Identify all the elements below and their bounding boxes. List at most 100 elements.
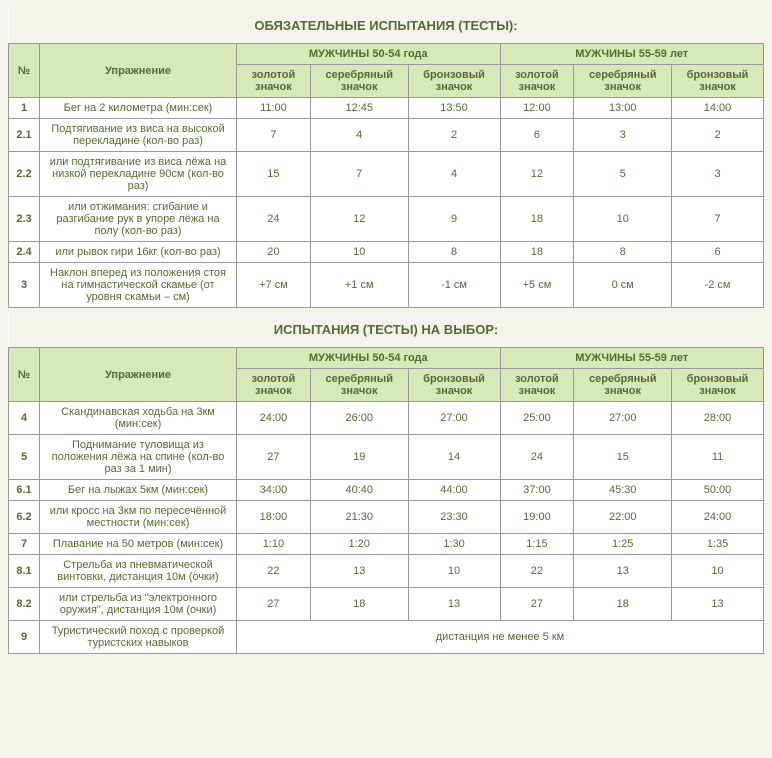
cell-value: 18:00 bbox=[237, 501, 311, 534]
cell-num: 5 bbox=[9, 435, 40, 480]
table-row: 2.4или рывок гири 16кг (кол-во раз)20108… bbox=[9, 242, 764, 263]
cell-value: 6 bbox=[500, 119, 574, 152]
cell-value: 13 bbox=[672, 588, 764, 621]
cell-num: 7 bbox=[9, 534, 40, 555]
col-group-50-54: МУЖЧИНЫ 50-54 года bbox=[237, 348, 501, 369]
col-gold-1: золотой значок bbox=[237, 65, 311, 98]
table-row: 3Наклон вперед из положения стоя на гимн… bbox=[9, 263, 764, 308]
cell-value: 6 bbox=[672, 242, 764, 263]
cell-value: 24:00 bbox=[672, 501, 764, 534]
cell-num: 6.2 bbox=[9, 501, 40, 534]
cell-value: 40:40 bbox=[310, 480, 408, 501]
cell-value: 13 bbox=[310, 555, 408, 588]
cell-value: 13:00 bbox=[574, 98, 672, 119]
cell-value: 7 bbox=[310, 152, 408, 197]
cell-value: 22 bbox=[500, 555, 574, 588]
cell-value: 37:00 bbox=[500, 480, 574, 501]
cell-value: 27 bbox=[237, 588, 311, 621]
cell-value: 28:00 bbox=[672, 402, 764, 435]
cell-num: 2.4 bbox=[9, 242, 40, 263]
cell-num: 3 bbox=[9, 263, 40, 308]
cell-value: 20 bbox=[237, 242, 311, 263]
cell-exercise: Поднимание туловища из положения лёжа на… bbox=[40, 435, 237, 480]
col-num: № bbox=[9, 348, 40, 402]
table-row: 2.1Подтягивание из виса на высокой перек… bbox=[9, 119, 764, 152]
cell-value: 7 bbox=[672, 197, 764, 242]
cell-num: 9 bbox=[9, 621, 40, 654]
cell-value: 27 bbox=[500, 588, 574, 621]
table-row: 2.2или подтягивание из виса лёжа на низк… bbox=[9, 152, 764, 197]
col-num: № bbox=[9, 44, 40, 98]
cell-value: 10 bbox=[574, 197, 672, 242]
cell-value: 19 bbox=[310, 435, 408, 480]
cell-value: 27:00 bbox=[408, 402, 500, 435]
cell-value: 8 bbox=[574, 242, 672, 263]
cell-value: 0 см bbox=[574, 263, 672, 308]
cell-exercise: или отжимания: сгибание и разгибание рук… bbox=[40, 197, 237, 242]
col-bronze-1: бронзовый значок bbox=[408, 65, 500, 98]
col-bronze-2: бронзовый значок bbox=[672, 369, 764, 402]
cell-value: 3 bbox=[574, 119, 672, 152]
cell-num: 6.1 bbox=[9, 480, 40, 501]
cell-value: -2 см bbox=[672, 263, 764, 308]
cell-value: 3 bbox=[672, 152, 764, 197]
col-silver-1: серебряный значок bbox=[310, 369, 408, 402]
cell-exercise: или подтягивание из виса лёжа на низкой … bbox=[40, 152, 237, 197]
cell-value: 10 bbox=[408, 555, 500, 588]
cell-value: 22 bbox=[237, 555, 311, 588]
cell-value: 24:00 bbox=[237, 402, 311, 435]
col-exercise: Упражнение bbox=[40, 348, 237, 402]
table-row: 4Скандинавская ходьба на 3км (мин:сек)24… bbox=[9, 402, 764, 435]
cell-num: 4 bbox=[9, 402, 40, 435]
cell-value: 12 bbox=[500, 152, 574, 197]
cell-merged: дистанция не менее 5 км bbox=[237, 621, 764, 654]
cell-value: 2 bbox=[672, 119, 764, 152]
cell-value: 15 bbox=[574, 435, 672, 480]
cell-value: 1:25 bbox=[574, 534, 672, 555]
cell-value: 24 bbox=[237, 197, 311, 242]
cell-value: 14:00 bbox=[672, 98, 764, 119]
cell-value: 26:00 bbox=[310, 402, 408, 435]
cell-value: 18 bbox=[310, 588, 408, 621]
cell-value: 23:30 bbox=[408, 501, 500, 534]
cell-value: 45:30 bbox=[574, 480, 672, 501]
table-row: 9Туристический поход с проверкой туристс… bbox=[9, 621, 764, 654]
col-bronze-2: бронзовый значок bbox=[672, 65, 764, 98]
cell-value: 10 bbox=[672, 555, 764, 588]
cell-num: 2.2 bbox=[9, 152, 40, 197]
cell-num: 8.2 bbox=[9, 588, 40, 621]
cell-value: +7 см bbox=[237, 263, 311, 308]
cell-value: +1 см bbox=[310, 263, 408, 308]
col-gold-1: золотой значок bbox=[237, 369, 311, 402]
col-silver-2: серебряный значок bbox=[574, 65, 672, 98]
cell-num: 1 bbox=[9, 98, 40, 119]
cell-value: -1 см bbox=[408, 263, 500, 308]
cell-value: 1:10 bbox=[237, 534, 311, 555]
cell-value: 13 bbox=[574, 555, 672, 588]
cell-value: 1:35 bbox=[672, 534, 764, 555]
cell-exercise: Наклон вперед из положения стоя на гимна… bbox=[40, 263, 237, 308]
cell-value: 27:00 bbox=[574, 402, 672, 435]
cell-value: 12:00 bbox=[500, 98, 574, 119]
col-gold-2: золотой значок bbox=[500, 369, 574, 402]
cell-exercise: или стрельба из "электронного оружия", д… bbox=[40, 588, 237, 621]
cell-value: 2 bbox=[408, 119, 500, 152]
cell-value: 14 bbox=[408, 435, 500, 480]
cell-value: 50:00 bbox=[672, 480, 764, 501]
cell-exercise: Плавание на 50 метров (мин:сек) bbox=[40, 534, 237, 555]
col-gold-2: золотой значок bbox=[500, 65, 574, 98]
cell-value: 34:00 bbox=[237, 480, 311, 501]
cell-exercise: Бег на 2 километра (мин:сек) bbox=[40, 98, 237, 119]
cell-num: 2.3 bbox=[9, 197, 40, 242]
cell-value: 11:00 bbox=[237, 98, 311, 119]
col-group-55-59: МУЖЧИНЫ 55-59 лет bbox=[500, 44, 764, 65]
cell-value: 15 bbox=[237, 152, 311, 197]
cell-exercise: Бег на лыжах 5км (мин:сек) bbox=[40, 480, 237, 501]
cell-value: 18 bbox=[574, 588, 672, 621]
cell-exercise: Скандинавская ходьба на 3км (мин:сек) bbox=[40, 402, 237, 435]
cell-value: 13:50 bbox=[408, 98, 500, 119]
col-group-55-59: МУЖЧИНЫ 55-59 лет bbox=[500, 348, 764, 369]
col-silver-2: серебряный значок bbox=[574, 369, 672, 402]
cell-exercise: или кросс на 3км по пересечённой местнос… bbox=[40, 501, 237, 534]
cell-value: 4 bbox=[310, 119, 408, 152]
